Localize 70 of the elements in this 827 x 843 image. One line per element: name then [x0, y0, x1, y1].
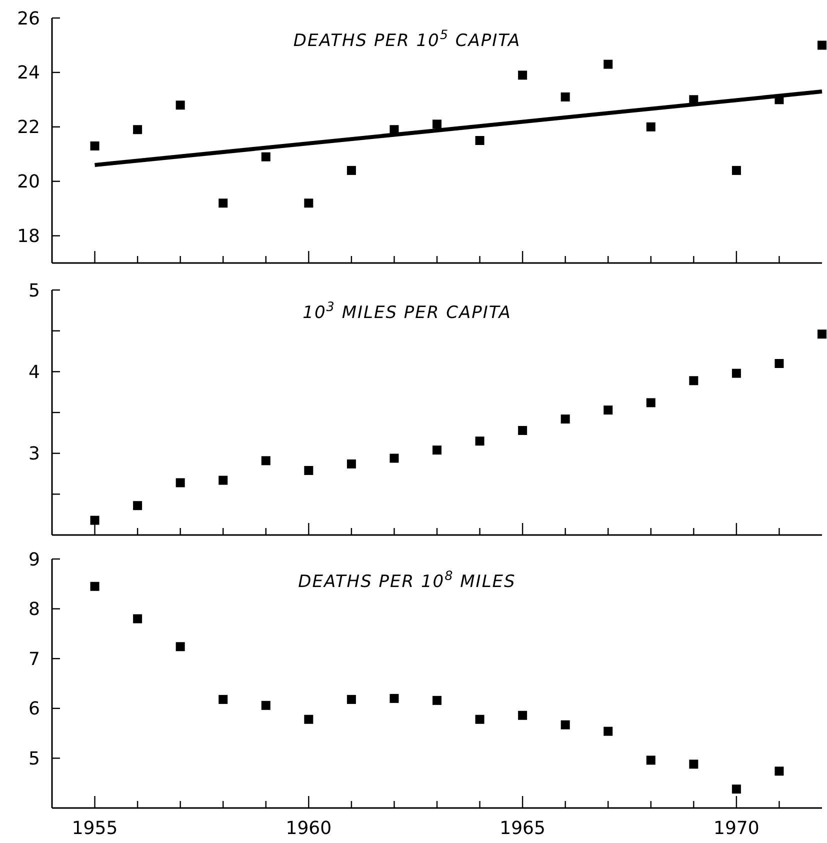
point [604, 406, 613, 415]
point [560, 414, 570, 424]
y-tick-label: 3 [28, 444, 40, 465]
y-tick-label: 18 [17, 226, 40, 248]
y-tick-label: 5 [28, 748, 40, 770]
y-tick-label: 7 [28, 648, 40, 670]
point [133, 614, 142, 624]
point [818, 330, 826, 339]
point [261, 456, 270, 466]
x-tick-label: 1960 [286, 818, 332, 839]
x-tick-label: 1955 [72, 818, 118, 839]
point [689, 760, 698, 769]
point [346, 694, 356, 704]
y-tick-label: 20 [17, 172, 40, 193]
point [218, 476, 228, 485]
y-tick-label: 8 [28, 599, 40, 620]
point [346, 166, 356, 175]
point [518, 426, 528, 435]
point [390, 454, 399, 463]
point [560, 720, 570, 730]
point [646, 756, 656, 765]
point [218, 198, 228, 208]
point [475, 436, 484, 446]
y-tick-label: 4 [28, 362, 40, 383]
point [176, 642, 185, 652]
point [390, 694, 399, 703]
point [432, 120, 442, 129]
y-tick-label: 5 [28, 280, 40, 302]
point [774, 766, 784, 776]
point [774, 359, 784, 368]
point [304, 466, 314, 475]
y-tick-label: 24 [17, 62, 40, 84]
point [432, 446, 442, 455]
point [818, 40, 826, 50]
x-tick-label: 1965 [500, 818, 546, 839]
text: DEATHS PER 10$^{5}$ CAPITA [293, 28, 521, 51]
point [432, 696, 442, 705]
point [133, 125, 142, 134]
point [646, 122, 656, 132]
point [518, 70, 528, 80]
text: DEATHS PER 10$^{8}$ MILES [298, 568, 516, 592]
point [304, 198, 314, 208]
point [646, 398, 656, 408]
point [732, 166, 741, 175]
text: 10$^{3}$ MILES PER CAPITA [302, 300, 512, 323]
point [90, 516, 100, 525]
point [518, 710, 528, 720]
point [689, 376, 698, 386]
point [90, 582, 100, 591]
point [90, 141, 100, 150]
point [604, 60, 613, 69]
point [304, 714, 314, 724]
point [261, 700, 270, 710]
point [218, 694, 228, 704]
point [560, 92, 570, 102]
point [176, 478, 185, 488]
y-tick-label: 6 [28, 698, 40, 720]
point [133, 501, 142, 510]
point [475, 136, 484, 145]
point [176, 100, 185, 110]
y-tick-label: 26 [17, 8, 40, 30]
point [732, 368, 741, 378]
x-tick-label: 1970 [714, 818, 760, 839]
point [346, 459, 356, 468]
point [732, 784, 741, 794]
y-tick-label: 22 [17, 117, 40, 138]
point [261, 152, 270, 162]
point [475, 714, 484, 724]
point [604, 726, 613, 736]
y-tick-label: 9 [28, 549, 40, 570]
